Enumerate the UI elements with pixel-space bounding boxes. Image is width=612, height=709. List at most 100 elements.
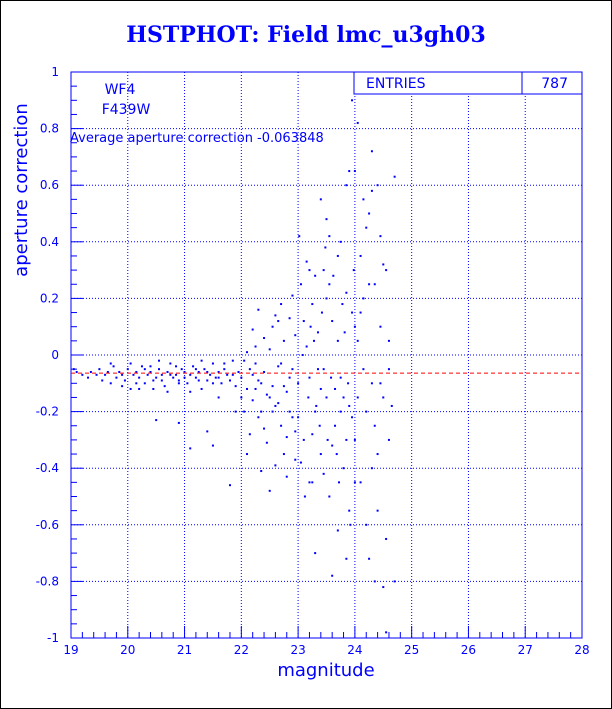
- data-point: [126, 368, 129, 371]
- data-point: [274, 314, 277, 317]
- data-point: [297, 416, 300, 419]
- data-point: [301, 354, 304, 356]
- data-point: [109, 362, 112, 365]
- data-point: [311, 303, 314, 306]
- data-point: [365, 226, 368, 229]
- data-point: [393, 175, 396, 178]
- data-point: [243, 410, 246, 413]
- data-point: [206, 430, 209, 433]
- data-point: [336, 529, 339, 532]
- data-point: [302, 438, 305, 441]
- data-point: [314, 274, 317, 277]
- average-label: Average aperture correction -0.063848: [70, 131, 324, 146]
- data-point: [257, 308, 260, 311]
- data-point: [260, 470, 263, 473]
- chip-label: WF4: [105, 82, 136, 98]
- data-point: [382, 586, 385, 589]
- data-point: [362, 198, 365, 201]
- data-point: [348, 404, 351, 407]
- data-point: [376, 453, 379, 456]
- data-point: [104, 373, 107, 376]
- data-point: [112, 365, 115, 368]
- data-point: [129, 362, 132, 365]
- data-point: [362, 368, 365, 371]
- data-point: [385, 537, 388, 540]
- data-point: [248, 433, 251, 436]
- data-point: [376, 184, 379, 187]
- data-point: [336, 254, 339, 257]
- data-point: [280, 303, 283, 306]
- data-point: [359, 481, 362, 484]
- data-point: [228, 484, 231, 487]
- data-point: [240, 396, 243, 399]
- data-point: [95, 373, 98, 376]
- data-point: [211, 382, 214, 385]
- data-point: [274, 464, 277, 467]
- data-point: [217, 370, 220, 373]
- y-tick-label: -0.2: [36, 405, 59, 419]
- data-point: [106, 370, 109, 373]
- data-point: [177, 421, 180, 424]
- x-tick-label: 28: [574, 643, 589, 657]
- data-point: [342, 467, 345, 470]
- y-tick-label: 0: [51, 348, 59, 362]
- data-point: [297, 382, 300, 385]
- data-point: [209, 373, 212, 376]
- data-point: [285, 475, 288, 478]
- data-point: [353, 438, 356, 441]
- data-point: [315, 404, 318, 407]
- data-point: [160, 379, 163, 382]
- data-point: [152, 387, 155, 390]
- data-point: [342, 396, 345, 399]
- data-point: [277, 320, 280, 323]
- data-point: [322, 472, 325, 475]
- data-point: [257, 379, 260, 382]
- data-point: [282, 339, 285, 342]
- data-point: [316, 331, 319, 334]
- data-point: [314, 552, 317, 555]
- data-point: [308, 481, 311, 484]
- data-point: [268, 489, 271, 492]
- data-point: [177, 382, 180, 385]
- data-point: [231, 359, 234, 362]
- data-point: [197, 379, 200, 382]
- data-point: [318, 424, 321, 427]
- data-point: [298, 235, 301, 238]
- data-point: [197, 370, 200, 373]
- data-point: [194, 368, 197, 371]
- tick-labels: 19 20 21 22 23 24 25 26 27 28 -1 -0.8 -0.6 -0.4 -0.2 0 0…: [36, 65, 590, 657]
- data-point: [325, 396, 328, 399]
- data-point: [251, 399, 254, 402]
- data-point: [345, 291, 348, 294]
- data-point: [351, 99, 354, 102]
- data-point: [163, 385, 166, 388]
- data-point: [320, 311, 323, 314]
- data-point: [280, 362, 283, 365]
- data-point: [169, 373, 172, 376]
- data-point: [175, 365, 178, 368]
- data-point: [368, 283, 371, 286]
- y-tick-label: -1: [47, 631, 59, 645]
- data-point: [343, 331, 346, 334]
- data-point: [138, 387, 141, 390]
- data-point: [175, 373, 178, 376]
- data-point: [305, 345, 308, 348]
- data-point: [356, 396, 359, 399]
- data-point: [351, 416, 354, 419]
- data-point: [254, 345, 257, 348]
- data-point: [155, 376, 158, 379]
- data-point: [294, 458, 297, 461]
- data-point: [189, 373, 192, 376]
- data-point: [302, 320, 305, 323]
- data-point: [370, 150, 373, 153]
- data-point: [251, 373, 254, 376]
- data-point: [234, 410, 237, 413]
- data-point: [271, 385, 274, 388]
- data-point: [339, 240, 342, 243]
- y-tick-label: 1: [51, 65, 59, 79]
- data-point: [325, 297, 328, 300]
- data-point: [335, 453, 338, 456]
- data-point: [325, 218, 328, 221]
- data-point: [211, 444, 214, 447]
